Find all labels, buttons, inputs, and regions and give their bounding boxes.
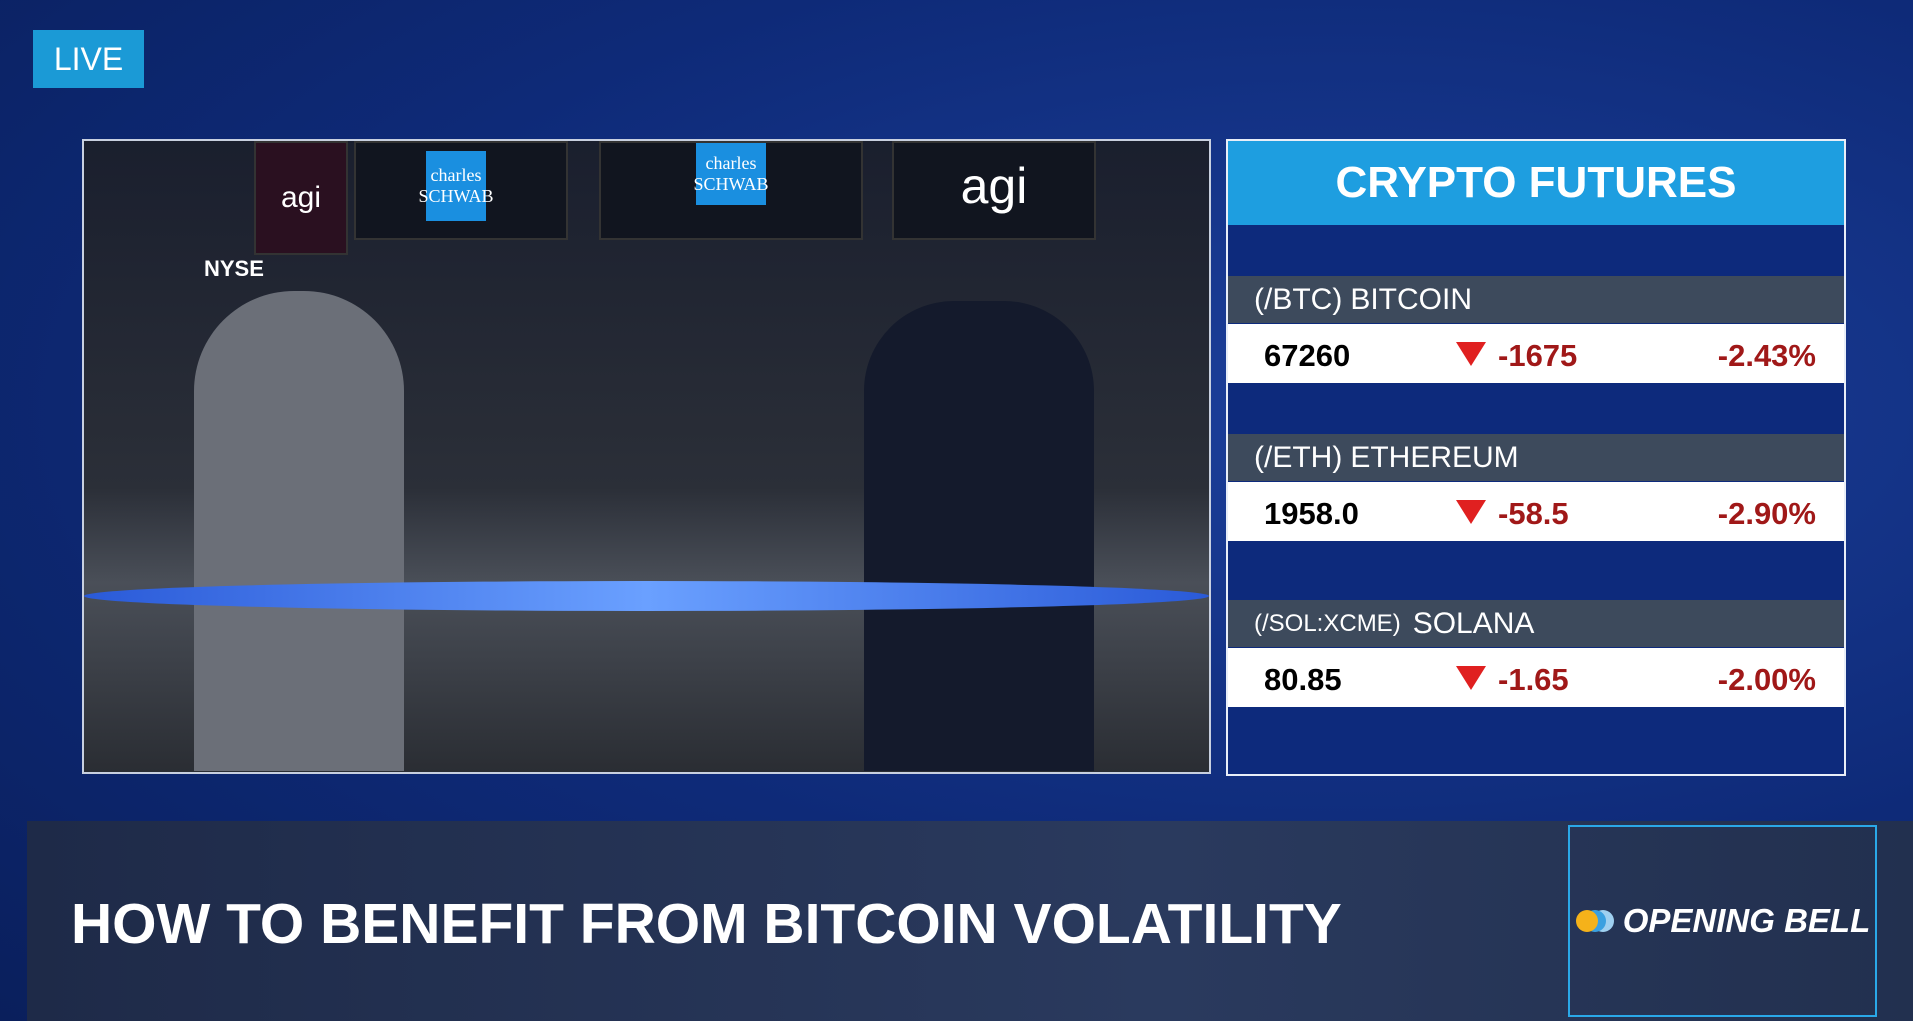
screen: agi (892, 141, 1096, 240)
live-badge: LIVE (33, 30, 144, 88)
scene-label: charles SCHWAB (694, 143, 769, 205)
scene-label: agi (280, 181, 322, 214)
percent: -2.90% (1717, 496, 1816, 531)
lower-third: HOW TO BENEFIT FROM BITCOIN VOLATILITY O… (27, 821, 1913, 1021)
scene-label: charles SCHWAB (419, 151, 494, 221)
person (194, 291, 404, 771)
ticker-values: 1958.0 -58.5 -2.90% (1228, 482, 1844, 541)
down-arrow (1456, 342, 1486, 366)
ticker-values: 80.85 -1.65 -2.00% (1228, 648, 1844, 707)
ticker-header: (/BTC) BITCOIN (1228, 276, 1844, 323)
down-arrow (1456, 666, 1486, 690)
desk-light (84, 581, 1209, 611)
panel-title: CRYPTO FUTURES (1228, 141, 1844, 225)
ticker-header: (/ETH) ETHEREUM (1228, 434, 1844, 481)
crypto-panel: CRYPTO FUTURES (/BTC) BITCOIN 67260 -1675 -2… (1226, 139, 1846, 776)
headline: HOW TO BENEFIT FROM BITCOIN VOLATILITY (71, 892, 1342, 956)
price: 67260 (1264, 338, 1351, 373)
change: -1.65 (1498, 662, 1569, 697)
ticker-values: 67260 -1675 -2.43% (1228, 324, 1844, 383)
ticker-symbol: (/SOL:XCME) (1254, 609, 1401, 637)
percent: -2.43% (1717, 338, 1816, 373)
screen: charles SCHWAB (599, 141, 863, 240)
screen: agi (254, 141, 348, 255)
show-logo: OPENING BELL (1568, 825, 1877, 1017)
scene-label: NYSE (204, 256, 264, 281)
video-frame: charles SCHWAB charles SCHWAB agi agi NY… (82, 139, 1211, 774)
scene-label: agi (960, 157, 1028, 214)
logo-icon (1575, 910, 1614, 932)
person (864, 301, 1094, 771)
down-arrow (1456, 500, 1486, 524)
show-name: OPENING BELL (1622, 902, 1871, 939)
change: -58.5 (1498, 496, 1569, 531)
change: -1675 (1498, 338, 1578, 373)
ticker-symbol: (/BTC) (1254, 282, 1343, 316)
percent: -2.00% (1717, 662, 1816, 697)
ticker-symbol: (/ETH) (1254, 440, 1343, 474)
price: 80.85 (1264, 662, 1342, 697)
ticker-name: SOLANA (1412, 606, 1535, 640)
price: 1958.0 (1264, 496, 1359, 531)
screen: charles SCHWAB (354, 141, 568, 240)
ticker-name: ETHEREUM (1350, 440, 1519, 474)
ticker-name: BITCOIN (1350, 282, 1472, 316)
ticker-header: (/SOL:XCME) SOLANA (1228, 600, 1844, 647)
